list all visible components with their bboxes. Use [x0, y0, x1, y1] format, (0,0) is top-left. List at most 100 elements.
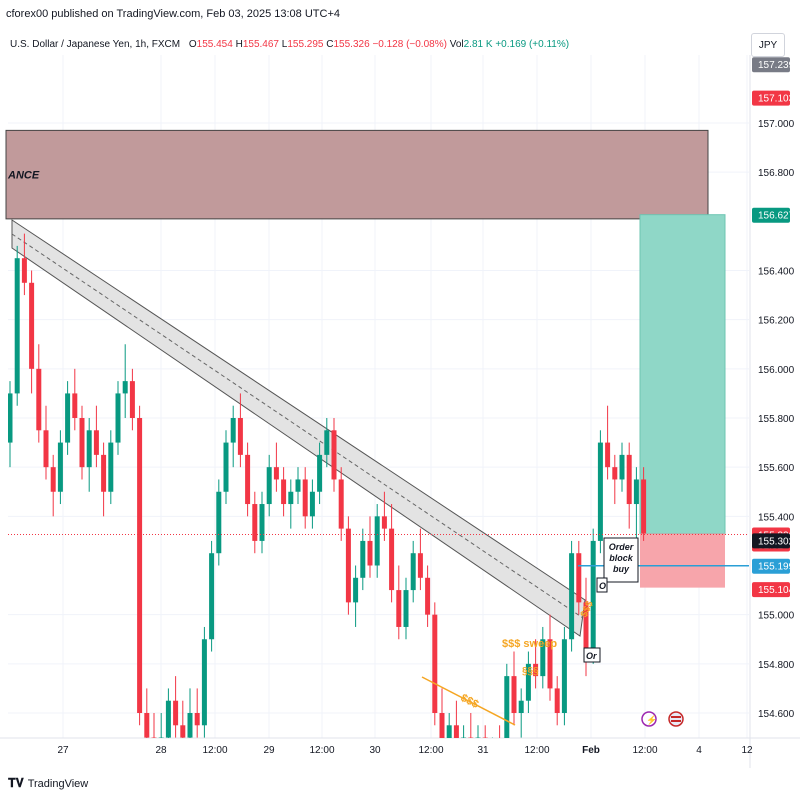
candle-body[interactable] [439, 713, 445, 750]
candle-body[interactable] [518, 700, 524, 713]
candle-body[interactable] [374, 516, 380, 566]
candle-body[interactable] [504, 676, 510, 762]
candle-body[interactable] [367, 540, 373, 566]
candle-body[interactable] [295, 479, 301, 492]
candle-body[interactable] [194, 713, 200, 726]
candle-body[interactable] [511, 676, 517, 713]
candle-body[interactable] [626, 454, 632, 505]
candle-body[interactable] [180, 725, 186, 738]
candle-body[interactable] [554, 688, 560, 713]
candle-body[interactable] [57, 442, 63, 492]
candle-body[interactable] [381, 516, 387, 529]
candle-body[interactable] [50, 467, 56, 492]
candle-body[interactable] [597, 442, 603, 541]
candle-body[interactable] [446, 725, 452, 750]
us-flag-event-icon[interactable] [668, 711, 684, 727]
candle-body[interactable] [309, 491, 315, 517]
candle-body[interactable] [590, 540, 596, 652]
candle-body[interactable] [410, 553, 416, 591]
candle-body[interactable] [65, 393, 71, 443]
candle-body[interactable] [273, 467, 279, 480]
candle-body[interactable] [14, 258, 20, 394]
candle-body[interactable] [101, 454, 107, 492]
order-block-box[interactable] [603, 537, 639, 583]
candle-body[interactable] [237, 418, 243, 455]
candle-body[interactable] [245, 454, 251, 505]
candle-body[interactable] [165, 700, 171, 738]
candle-body[interactable] [302, 479, 308, 517]
candle-body[interactable] [266, 467, 272, 505]
candle-body[interactable] [281, 479, 287, 505]
candle-body[interactable] [641, 479, 647, 534]
candle-body[interactable] [497, 750, 502, 762]
candle-body[interactable] [468, 737, 474, 750]
candle-body[interactable] [540, 639, 546, 677]
candle-body[interactable] [547, 639, 553, 689]
candle-body[interactable] [612, 467, 618, 480]
stop-zone[interactable] [640, 533, 725, 588]
candle-body[interactable] [432, 614, 438, 713]
symbol-name[interactable]: U.S. Dollar / Japanese Yen, 1h, FXCM [10, 39, 181, 50]
candle-body[interactable] [144, 713, 150, 738]
candle-body[interactable] [525, 663, 531, 701]
candle-body[interactable] [417, 553, 423, 578]
candle-body[interactable] [338, 479, 344, 529]
order-box-small[interactable] [583, 647, 601, 663]
candle-body[interactable] [324, 430, 330, 455]
candle-body[interactable] [561, 639, 567, 713]
candle-body[interactable] [129, 381, 135, 418]
candle-body[interactable] [187, 713, 193, 738]
candle-body[interactable] [72, 393, 78, 418]
descending-channel[interactable] [11, 219, 586, 637]
candle-body[interactable] [288, 491, 294, 505]
candle-body[interactable] [93, 430, 99, 455]
candle-body[interactable] [389, 528, 395, 591]
candle-body[interactable] [605, 442, 611, 468]
candle-body[interactable] [137, 418, 143, 713]
resistance-zone[interactable] [5, 129, 709, 220]
candle-body[interactable] [252, 504, 258, 541]
candle-body[interactable] [230, 418, 236, 443]
candle-body[interactable] [403, 590, 409, 627]
candle-body[interactable] [576, 553, 582, 603]
candle-body[interactable] [396, 590, 402, 627]
candle-body[interactable] [43, 430, 49, 468]
candle-body[interactable] [569, 553, 575, 640]
candle-body[interactable] [461, 737, 467, 750]
candle-body[interactable] [331, 430, 337, 480]
candle-body[interactable] [633, 479, 639, 505]
candle-body[interactable] [158, 737, 164, 750]
candle-body[interactable] [490, 750, 495, 762]
candle-body[interactable] [259, 504, 265, 541]
candle-body[interactable] [475, 737, 481, 750]
currency-button[interactable]: JPY [751, 33, 785, 57]
candle-body[interactable] [79, 418, 85, 468]
candle-body[interactable] [86, 430, 92, 468]
order-box-tiny[interactable] [596, 577, 608, 593]
candle-body[interactable] [345, 528, 351, 603]
candle-body[interactable] [533, 663, 539, 677]
lightning-event-icon[interactable] [641, 711, 657, 727]
candle-body[interactable] [425, 577, 431, 615]
candle-body[interactable] [115, 393, 121, 443]
candle-body[interactable] [151, 737, 157, 750]
candle-body[interactable] [223, 442, 229, 492]
candle-body[interactable] [173, 700, 179, 726]
candle-body[interactable] [122, 381, 128, 394]
candle-body[interactable] [209, 553, 215, 640]
candle-body[interactable] [583, 602, 589, 652]
candle-body[interactable] [317, 454, 323, 492]
candle-body[interactable] [8, 393, 13, 443]
candle-body[interactable] [453, 725, 459, 750]
candle-body[interactable] [482, 737, 488, 763]
tradingview-logo[interactable]: 𝐓𝐕 TradingView [8, 776, 88, 791]
candle-body[interactable] [29, 282, 35, 369]
candle-body[interactable] [36, 368, 42, 431]
candle-body[interactable] [619, 454, 625, 480]
target-zone[interactable] [639, 214, 726, 535]
candle-body[interactable] [108, 442, 114, 492]
candle-body[interactable] [353, 577, 359, 603]
candle-body[interactable] [360, 540, 366, 578]
candle-body[interactable] [201, 639, 207, 726]
